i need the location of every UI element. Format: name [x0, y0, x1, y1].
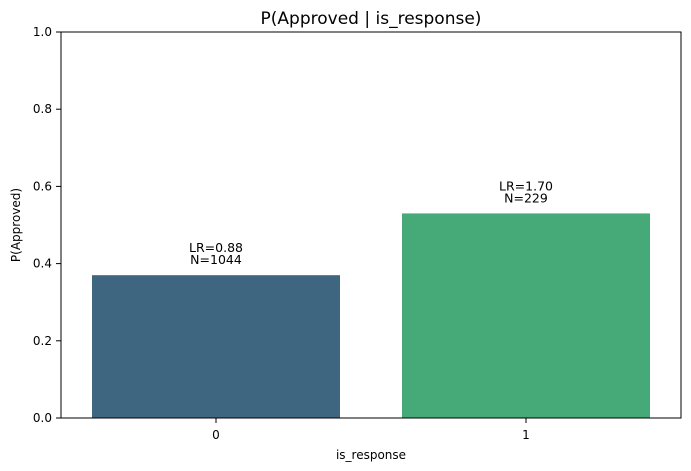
bar-n-label: N=1044 — [190, 252, 242, 267]
y-axis: 0.0 0.2 0.4 0.6 0.8 1.0 — [33, 25, 61, 425]
bar-n-label: N=229 — [504, 190, 548, 205]
y-tick-label: 0.0 — [33, 411, 52, 425]
x-tick-label: 1 — [522, 428, 530, 442]
y-axis-label: P(Approved) — [9, 188, 23, 262]
plot-frame — [60, 31, 682, 419]
y-tick-label: 0.8 — [33, 102, 52, 116]
bar-lr-label: LR=1.70 — [499, 178, 553, 193]
y-tick-label: 0.4 — [33, 257, 52, 271]
x-tick-label: 0 — [212, 428, 220, 442]
bar-labels-layer: LR=0.88N=1044 LR=1.70N=229 — [189, 178, 553, 267]
y-tick-label: 0.6 — [33, 179, 52, 193]
chart-title: P(Approved | is_response) — [261, 9, 482, 29]
y-tick-label: 1.0 — [33, 25, 52, 39]
bar-lr-label: LR=0.88 — [189, 240, 243, 255]
y-tick-label: 0.2 — [33, 334, 52, 348]
bar-1 — [402, 213, 650, 418]
x-axis-label: is_response — [336, 448, 406, 462]
bar-0 — [92, 275, 340, 418]
bars-layer — [92, 213, 650, 418]
